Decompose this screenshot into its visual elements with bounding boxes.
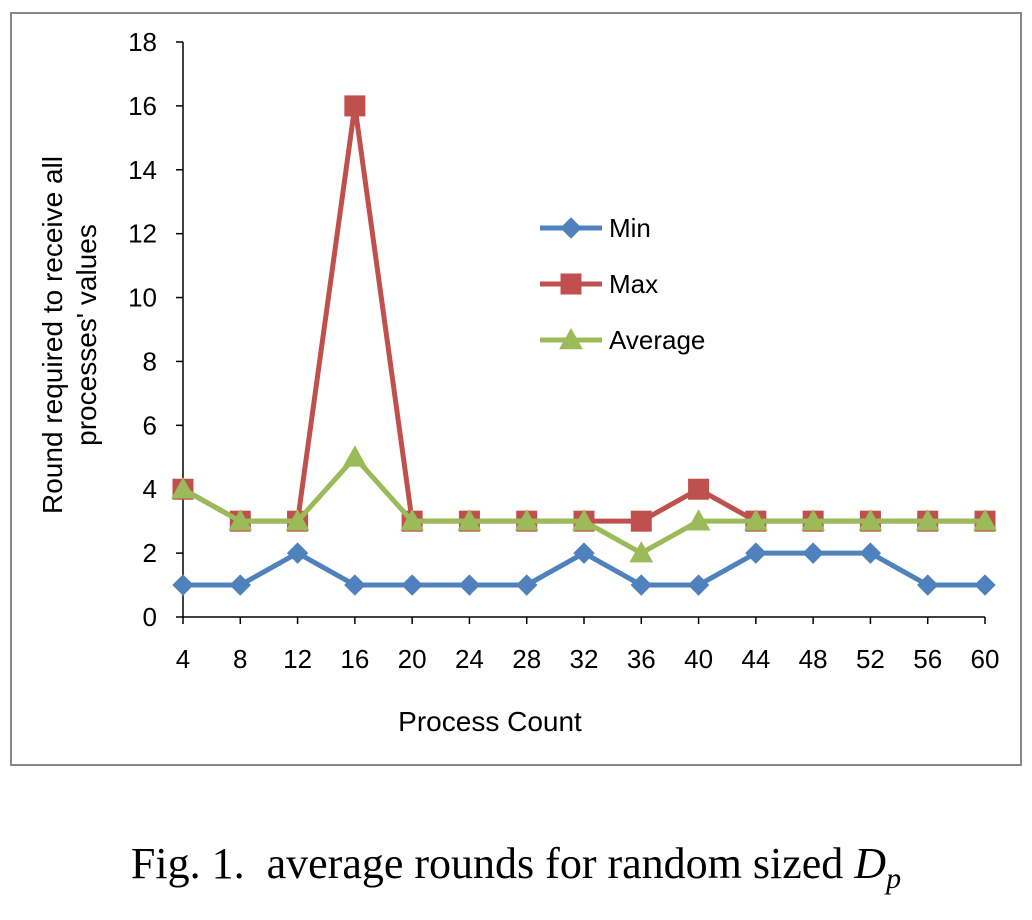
x-tick-label: 8 <box>233 644 247 674</box>
data-point <box>516 574 538 596</box>
data-point <box>973 509 997 531</box>
caption-text: average rounds for random sized <box>266 839 844 888</box>
x-tick-label: 16 <box>340 644 369 674</box>
legend-item-average: Average <box>540 325 705 355</box>
data-point <box>801 509 825 531</box>
y-tick-label: 12 <box>128 219 157 249</box>
x-axis-title: Process Count <box>398 706 582 737</box>
y-axis-title-line-1: Round required to receive all <box>37 156 68 514</box>
data-point <box>514 509 539 531</box>
chart-frame <box>10 12 1022 766</box>
data-point <box>630 510 652 532</box>
legend-item-min: Min <box>540 213 651 243</box>
data-point <box>917 574 939 596</box>
x-tick-label: 24 <box>455 644 484 674</box>
data-point <box>285 509 310 531</box>
legend-label: Max <box>609 269 658 299</box>
series-min <box>172 542 996 596</box>
data-point <box>228 509 253 531</box>
x-tick-label: 4 <box>176 644 190 674</box>
data-point <box>286 542 309 564</box>
y-tick-label: 0 <box>143 602 157 632</box>
x-tick-label: 12 <box>283 644 312 674</box>
x-tick-label: 60 <box>971 644 1000 674</box>
caption-prefix: Fig. 1. <box>130 839 245 888</box>
data-point <box>745 542 767 564</box>
x-tick-label: 44 <box>741 644 770 674</box>
data-point <box>802 542 824 564</box>
caption-math-var: D <box>854 839 887 888</box>
y-ticks: 0 2 4 6 8 10 12 14 16 18 <box>128 27 183 632</box>
figure-caption: Fig. 1. average rounds for random sized … <box>0 838 1032 896</box>
y-tick-label: 2 <box>143 538 157 568</box>
data-point <box>744 509 768 531</box>
x-tick-label: 56 <box>913 644 942 674</box>
y-tick-label: 6 <box>143 410 157 440</box>
y-tick-label: 4 <box>143 474 157 504</box>
data-point <box>400 509 424 531</box>
legend-item-max: Max <box>540 269 658 299</box>
data-point <box>858 509 883 531</box>
y-tick-label: 8 <box>143 346 157 376</box>
data-point <box>687 574 710 596</box>
data-point <box>344 95 366 117</box>
data-point <box>343 445 367 467</box>
y-tick-label: 16 <box>128 91 157 121</box>
x-tick-label: 40 <box>684 644 713 674</box>
data-point <box>915 509 940 531</box>
x-tick-label: 52 <box>856 644 885 674</box>
y-axis-title: Round required to receive all processes'… <box>37 156 102 514</box>
x-tick-label: 20 <box>398 644 427 674</box>
series-max <box>172 95 996 532</box>
series-layer <box>171 95 997 596</box>
legend-marker <box>560 273 582 295</box>
data-point <box>458 574 481 596</box>
x-ticks: 4 8 12 16 20 24 28 32 36 40 44 48 52 56 60 <box>176 617 1000 674</box>
x-tick-label: 32 <box>570 644 599 674</box>
legend-label: Average <box>609 325 705 355</box>
legend-marker <box>559 327 583 350</box>
x-tick-label: 28 <box>512 644 541 674</box>
data-point <box>457 509 482 531</box>
y-tick-label: 18 <box>128 27 157 57</box>
data-point <box>688 478 710 500</box>
data-point <box>401 574 423 596</box>
data-point <box>974 574 996 596</box>
y-tick-label: 10 <box>128 283 157 313</box>
data-point <box>630 574 652 596</box>
series-line <box>181 103 985 524</box>
data-point <box>172 574 194 596</box>
data-point <box>859 542 882 564</box>
data-point <box>171 477 195 499</box>
x-tick-label: 36 <box>627 644 656 674</box>
y-tick-label: 14 <box>128 155 157 185</box>
caption-math-sub: p <box>886 861 902 895</box>
legend-marker <box>560 217 582 239</box>
data-point <box>229 574 251 596</box>
series-average <box>171 445 997 563</box>
data-point <box>572 509 596 531</box>
legend-label: Min <box>609 213 651 243</box>
data-point <box>629 541 654 563</box>
x-tick-label: 48 <box>799 644 828 674</box>
data-point <box>573 542 595 564</box>
data-point <box>686 509 711 531</box>
data-point <box>344 574 366 596</box>
y-axis-title-line-2: processes' values <box>71 224 102 446</box>
legend: Min Max Average <box>540 213 705 355</box>
